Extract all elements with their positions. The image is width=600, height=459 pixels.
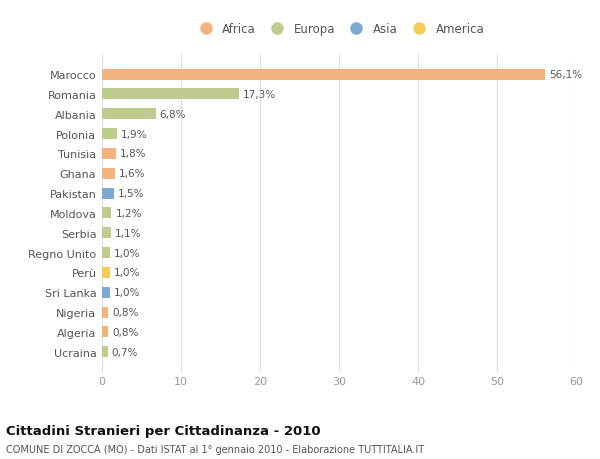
Text: 1,0%: 1,0% — [114, 288, 140, 297]
Text: COMUNE DI ZOCCA (MO) - Dati ISTAT al 1° gennaio 2010 - Elaborazione TUTTITALIA.I: COMUNE DI ZOCCA (MO) - Dati ISTAT al 1° … — [6, 444, 424, 454]
Text: 1,1%: 1,1% — [115, 228, 141, 238]
Bar — [102, 109, 156, 120]
Text: 56,1%: 56,1% — [549, 70, 582, 80]
Legend: Africa, Europa, Asia, America: Africa, Europa, Asia, America — [194, 23, 484, 36]
Bar — [102, 208, 112, 219]
Text: 0,8%: 0,8% — [112, 308, 139, 317]
Bar — [102, 347, 107, 358]
Text: 1,0%: 1,0% — [114, 268, 140, 278]
Bar — [102, 287, 110, 298]
Text: Cittadini Stranieri per Cittadinanza - 2010: Cittadini Stranieri per Cittadinanza - 2… — [6, 425, 320, 437]
Bar — [102, 247, 110, 258]
Text: 0,8%: 0,8% — [112, 327, 139, 337]
Text: 1,6%: 1,6% — [119, 169, 145, 179]
Bar — [102, 267, 110, 278]
Text: 0,7%: 0,7% — [112, 347, 138, 357]
Bar — [102, 228, 110, 239]
Bar — [102, 188, 114, 199]
Text: 17,3%: 17,3% — [242, 90, 276, 100]
Bar — [102, 168, 115, 179]
Bar — [102, 149, 116, 160]
Bar — [102, 69, 545, 80]
Text: 1,0%: 1,0% — [114, 248, 140, 258]
Bar — [102, 307, 109, 318]
Bar — [102, 89, 239, 100]
Bar — [102, 129, 117, 140]
Text: 6,8%: 6,8% — [160, 110, 186, 119]
Text: 1,5%: 1,5% — [118, 189, 145, 199]
Text: 1,8%: 1,8% — [120, 149, 146, 159]
Text: 1,2%: 1,2% — [115, 208, 142, 218]
Bar — [102, 327, 109, 338]
Text: 1,9%: 1,9% — [121, 129, 148, 139]
